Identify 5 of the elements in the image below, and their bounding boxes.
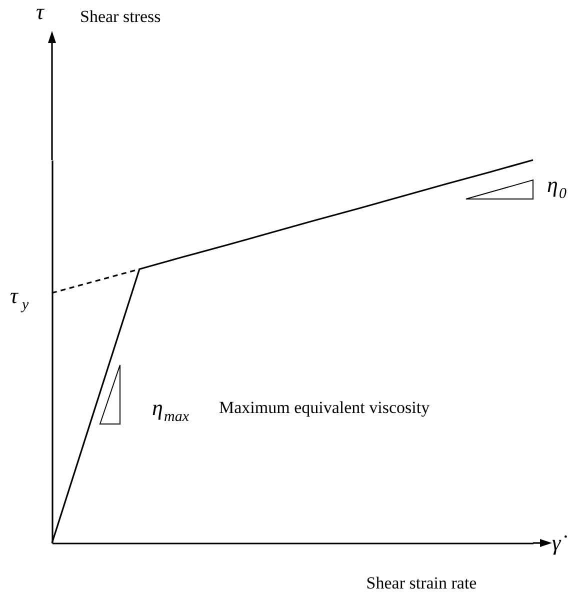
text: Shear stress (80, 7, 161, 26)
x-axis-title: Shear strain rate (366, 574, 477, 592)
text: τ (36, 0, 45, 24)
text: γ̇ (552, 530, 568, 555)
annotation: Maximum equivalent viscosity (219, 398, 430, 417)
